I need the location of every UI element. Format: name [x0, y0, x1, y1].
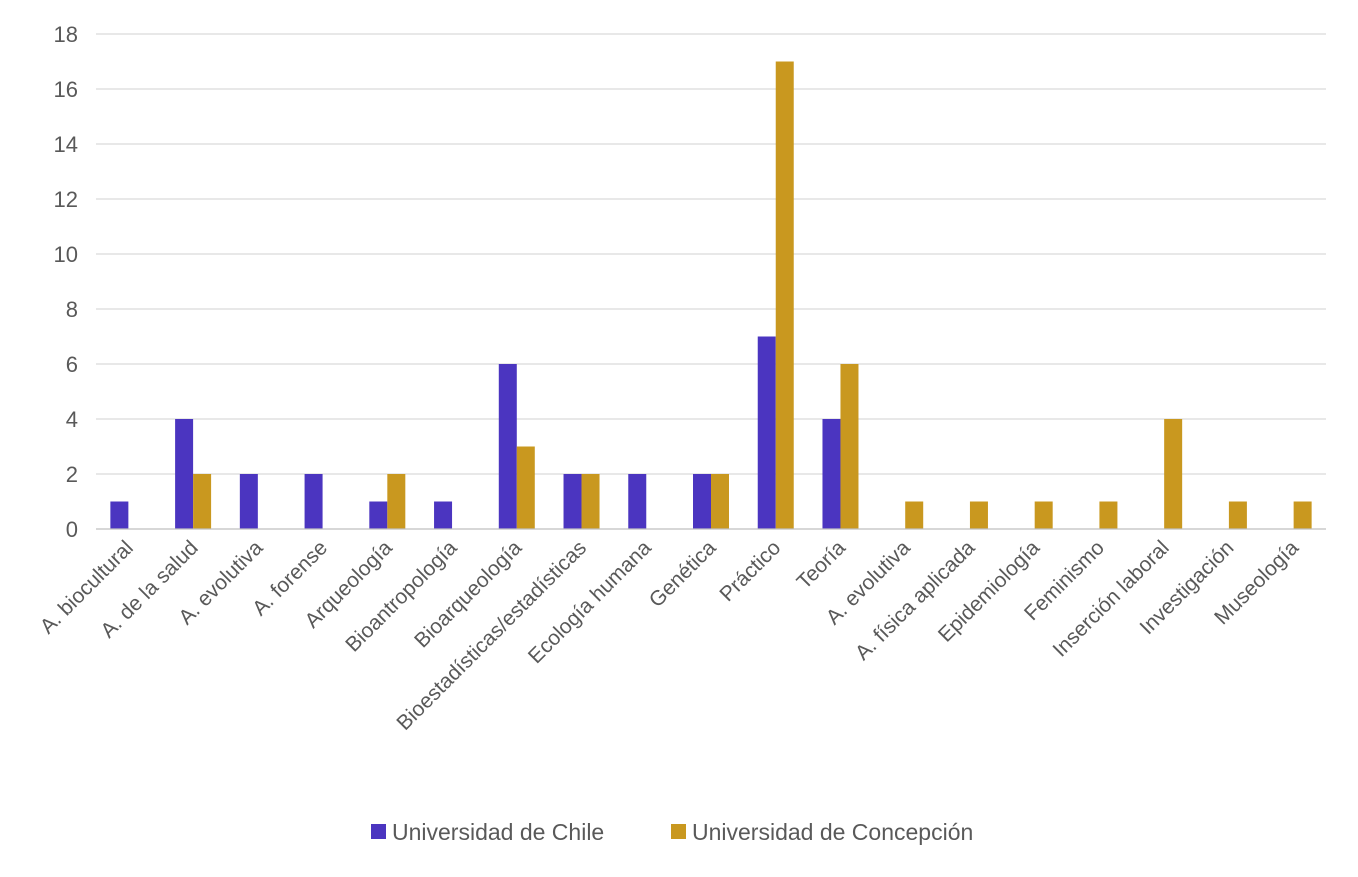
y-tick-label: 0	[66, 517, 78, 542]
x-tick-label-bioantropologia: Bioantropología	[341, 536, 462, 657]
bar-universidad-de-concepcion-museologia	[1293, 501, 1312, 529]
bar-universidad-de-chile-ecologia-humana	[628, 474, 647, 529]
x-tick-label-practico: Práctico	[715, 536, 785, 606]
x-tick-label-genetica: Genética	[645, 536, 721, 612]
bar-universidad-de-chile-a-de-la-salud	[175, 419, 194, 529]
bar-universidad-de-chile-a-biocultural	[110, 501, 129, 529]
bar-universidad-de-chile-bioarqueologia	[498, 364, 517, 529]
bar-universidad-de-chile-teoria	[822, 419, 841, 529]
bar-universidad-de-chile-practico	[757, 336, 776, 529]
bar-universidad-de-chile-a-forense	[304, 474, 323, 529]
bar-universidad-de-concepcion-genetica	[711, 474, 729, 529]
y-tick-label: 8	[66, 297, 78, 322]
bar-universidad-de-chile-genetica	[693, 474, 711, 529]
y-tick-label: 18	[54, 22, 78, 47]
x-tick-label-ecologia-humana: Ecología humana	[524, 536, 656, 668]
bar-universidad-de-concepcion-teoria	[840, 364, 859, 529]
gridlines	[96, 33, 1326, 475]
bar-universidad-de-concepcion-insercion-laboral	[1164, 419, 1183, 529]
bar-universidad-de-chile-arqueologia	[369, 501, 388, 529]
bar-universidad-de-concepcion-practico	[775, 61, 794, 529]
bar-universidad-de-concepcion-a-fisica-aplicada	[969, 501, 988, 529]
bar-universidad-de-chile-bioantropologia	[434, 501, 453, 529]
x-tick-label-a-fisica-aplicada: A. física aplicada	[851, 536, 980, 665]
y-tick-label: 12	[54, 187, 78, 212]
legend-label-universidad-de-concepcion: Universidad de Concepción	[692, 819, 973, 845]
y-tick-label: 4	[66, 407, 78, 432]
bar-universidad-de-chile-a-evolutiva	[239, 474, 258, 529]
bar-universidad-de-concepcion-bioestadisticas-estadisticas	[581, 474, 600, 529]
y-axis-ticks: 0 2 4 6 8 10 12 14 16 18	[54, 22, 78, 542]
bar-universidad-de-concepcion-feminismo	[1099, 501, 1118, 529]
y-tick-label: 10	[54, 242, 78, 267]
legend-label-universidad-de-chile: Universidad de Chile	[392, 819, 604, 845]
y-tick-label: 14	[54, 132, 78, 157]
legend-swatch-universidad-de-chile	[371, 824, 386, 839]
bars	[110, 61, 1312, 529]
bar-universidad-de-concepcion-a-de-la-salud	[193, 474, 212, 529]
y-tick-label: 16	[54, 77, 78, 102]
bar-universidad-de-concepcion-bioarqueologia	[516, 446, 535, 529]
bar-universidad-de-concepcion-a-evolutiva	[905, 501, 924, 529]
bar-universidad-de-concepcion-investigacion	[1228, 501, 1247, 529]
y-tick-label: 6	[66, 352, 78, 377]
legend-swatch-universidad-de-concepcion	[671, 824, 686, 839]
x-tick-label-teoria: Teoría	[792, 536, 850, 594]
bar-universidad-de-concepcion-arqueologia	[387, 474, 406, 529]
legend: Universidad de Chile Universidad de Conc…	[371, 819, 973, 845]
y-tick-label: 2	[66, 462, 78, 487]
x-tick-label-insercion-laboral: Inserción laboral	[1048, 536, 1173, 661]
bar-universidad-de-chile-bioestadisticas-estadisticas	[563, 474, 582, 529]
bar-universidad-de-concepcion-epidemiologia	[1034, 501, 1053, 529]
